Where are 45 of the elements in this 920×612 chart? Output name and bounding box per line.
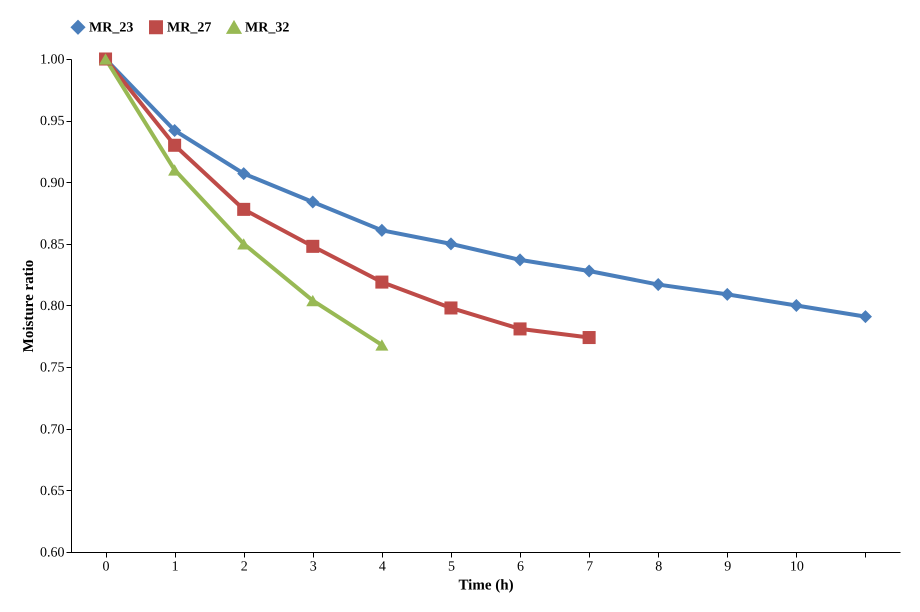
point	[168, 138, 182, 152]
y-tick-label: 0.60	[40, 546, 64, 560]
y-tick-label: 0.85	[40, 237, 64, 252]
point	[237, 202, 250, 216]
x-tick-label: 1	[172, 560, 179, 574]
x-tick-label: 10	[790, 560, 804, 574]
x-tick-label: 8	[655, 560, 662, 574]
x-tick-label: 6	[517, 560, 524, 574]
point	[375, 224, 388, 237]
point	[306, 195, 320, 208]
point	[306, 240, 320, 253]
point	[306, 294, 320, 306]
point	[444, 237, 458, 250]
x-tick-label: 4	[378, 560, 386, 574]
y-tick-label: 0.75	[40, 360, 64, 376]
point	[652, 278, 665, 292]
point	[444, 301, 458, 314]
point	[858, 310, 872, 324]
y-tick-label: 1.00	[40, 52, 64, 68]
point	[375, 276, 388, 289]
point	[582, 331, 596, 344]
legend-label: MR_32	[245, 20, 290, 36]
y-tick-label: 0.90	[40, 176, 64, 191]
point	[514, 322, 527, 336]
y-axis-title: Moisture ratio	[21, 260, 37, 352]
x-axis-title: Time (h)	[458, 578, 514, 594]
point	[790, 298, 803, 312]
y-tick-label: 0.65	[40, 484, 64, 499]
y-tick-label: 0.95	[40, 114, 64, 130]
point	[237, 167, 250, 180]
x-tick-label: 2	[240, 560, 248, 574]
x-tick-label: 0	[102, 560, 110, 574]
x-tick-label: 7	[586, 560, 594, 574]
point	[168, 124, 182, 138]
y-tick-label: 0.80	[40, 299, 64, 314]
point	[375, 339, 388, 351]
legend-label: MR_27	[167, 20, 212, 36]
point	[720, 288, 734, 301]
point	[582, 264, 596, 278]
y-tick-label: 0.70	[40, 422, 64, 438]
x-tick-label: 5	[448, 560, 455, 574]
point	[514, 253, 527, 266]
x-tick-label: 9	[724, 560, 732, 574]
x-tick-label: 3	[310, 560, 317, 574]
legend-label: MR_23	[89, 20, 134, 36]
